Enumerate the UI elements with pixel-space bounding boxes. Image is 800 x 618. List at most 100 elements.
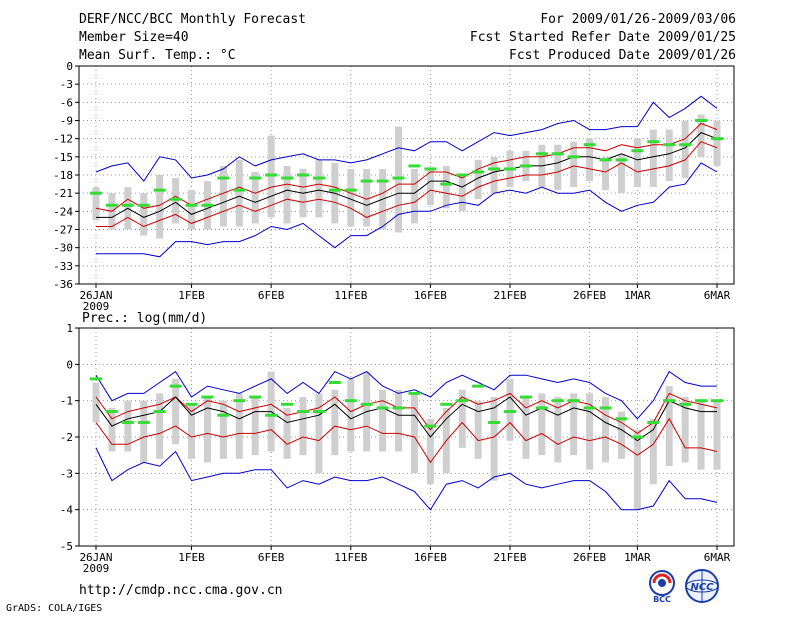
spread-box (681, 397, 689, 463)
y-tick-label: -3 (60, 467, 73, 480)
chart-title: DERF/NCC/BCC Monthly Forecast (79, 12, 306, 27)
y-tick-label: -33 (53, 260, 73, 273)
y-tick-label: -3 (60, 78, 73, 91)
spread-box (458, 389, 466, 448)
spread-box (331, 389, 339, 456)
x-tick-label: 6FEB (258, 551, 285, 564)
upper-std-line (95, 122, 718, 212)
spread-box (665, 129, 673, 182)
spread-box (172, 378, 180, 445)
temperature-panel: 0-3-6-9-12-15-18-21-24-27-30-33-3626JAN2… (53, 60, 735, 313)
spread-box (315, 393, 323, 474)
y-tick-label: -6 (60, 96, 73, 109)
y-tick-label: -30 (53, 242, 73, 255)
spread-box (649, 129, 657, 188)
spread-box (633, 429, 641, 510)
x-tick-label: 26JAN (79, 289, 112, 302)
spread-box (410, 393, 418, 474)
spread-box (458, 175, 466, 212)
spread-box (363, 168, 371, 227)
spread-box (522, 397, 530, 459)
spread-box (554, 144, 562, 191)
bcc-logo: BCC (649, 570, 675, 604)
spread-box (617, 411, 625, 459)
spread-box (235, 393, 243, 459)
spread-box (602, 156, 610, 191)
spread-box (570, 393, 578, 456)
spread-box (267, 135, 275, 218)
precipitation-title: Prec.: log(mm/d) (82, 311, 207, 326)
forecast-period-label: For 2009/01/26-2009/03/06 (540, 12, 736, 27)
y-tick-label: -27 (53, 224, 73, 237)
y-tick-label: -24 (53, 205, 73, 218)
spread-box (219, 400, 227, 459)
x-tick-label: 1MAR (624, 551, 651, 564)
bcc-logo-text: BCC (653, 595, 671, 604)
spread-box (140, 400, 148, 463)
spread-box (219, 165, 227, 227)
y-tick-label: -21 (53, 187, 73, 200)
spread-box (586, 138, 594, 182)
member-size-label: Member Size=40 (79, 30, 189, 45)
spread-box (251, 171, 259, 224)
spread-box (188, 404, 196, 459)
y-tick-label: 0 (66, 60, 73, 73)
x-tick-label: 11FEB (334, 289, 367, 302)
forecast-started-label: Fcst Started Refer Date 2009/01/25 (469, 30, 736, 45)
y-tick-label: -36 (53, 278, 73, 291)
spread-box (108, 407, 116, 452)
spread-box (474, 400, 482, 459)
mean-line (95, 396, 717, 442)
max-line (95, 370, 717, 420)
spread-box (410, 168, 418, 224)
spread-box (347, 378, 355, 452)
x-tick-label: 16FEB (414, 289, 447, 302)
y-tick-label: -4 (60, 504, 74, 517)
x-tick-label: 26JAN (79, 551, 112, 564)
spread-box (140, 193, 148, 236)
y-tick-label: 1 (66, 322, 73, 335)
spread-box (474, 159, 482, 200)
x-tick-label: 1FEB (178, 289, 205, 302)
x-tick-label: 6MAR (704, 551, 731, 564)
spread-box (251, 397, 259, 456)
y-tick-label: -18 (53, 169, 73, 182)
spread-box (92, 382, 100, 423)
spread-box (92, 187, 100, 221)
y-tick-label: -2 (60, 431, 73, 444)
x-tick-label: 21FEB (493, 551, 526, 564)
spread-box (649, 418, 657, 485)
lower-std-line (95, 417, 718, 464)
x-tick-label: 6MAR (704, 289, 731, 302)
y-tick-label: -12 (53, 133, 73, 146)
x-tick-label: 21FEB (493, 289, 526, 302)
x-tick-label: 26FEB (573, 551, 606, 564)
variable-label: Mean Surf. Temp.: °C (79, 48, 236, 63)
y-tick-label: 0 (66, 358, 73, 371)
x-tick-sublabel: 2009 (83, 562, 110, 575)
spread-box (299, 397, 307, 456)
ncc-logo-text: NCC (690, 582, 714, 593)
spread-box (395, 126, 403, 233)
spread-box (172, 178, 180, 224)
spread-box (586, 393, 594, 470)
spread-box (602, 397, 610, 463)
x-tick-label: 16FEB (414, 551, 447, 564)
spread-box (283, 165, 291, 224)
spread-box (490, 397, 498, 481)
spread-box (379, 389, 387, 452)
spread-box (203, 397, 211, 463)
x-tick-label: 6FEB (258, 289, 285, 302)
x-tick-label: 26FEB (573, 289, 606, 302)
source-url-link[interactable]: http://cmdp.ncc.cma.gov.cn (79, 583, 283, 598)
y-tick-label: -9 (60, 115, 73, 128)
x-tick-sublabel: 2009 (83, 300, 110, 313)
x-tick-label: 1FEB (178, 551, 205, 564)
ncc-logo: NCC (685, 569, 719, 603)
upper-std-line (95, 392, 718, 435)
grads-credit: GrADS: COLA/IGES (6, 603, 103, 614)
spread-box (426, 168, 434, 206)
spread-box (681, 120, 689, 179)
max-line (95, 95, 718, 182)
